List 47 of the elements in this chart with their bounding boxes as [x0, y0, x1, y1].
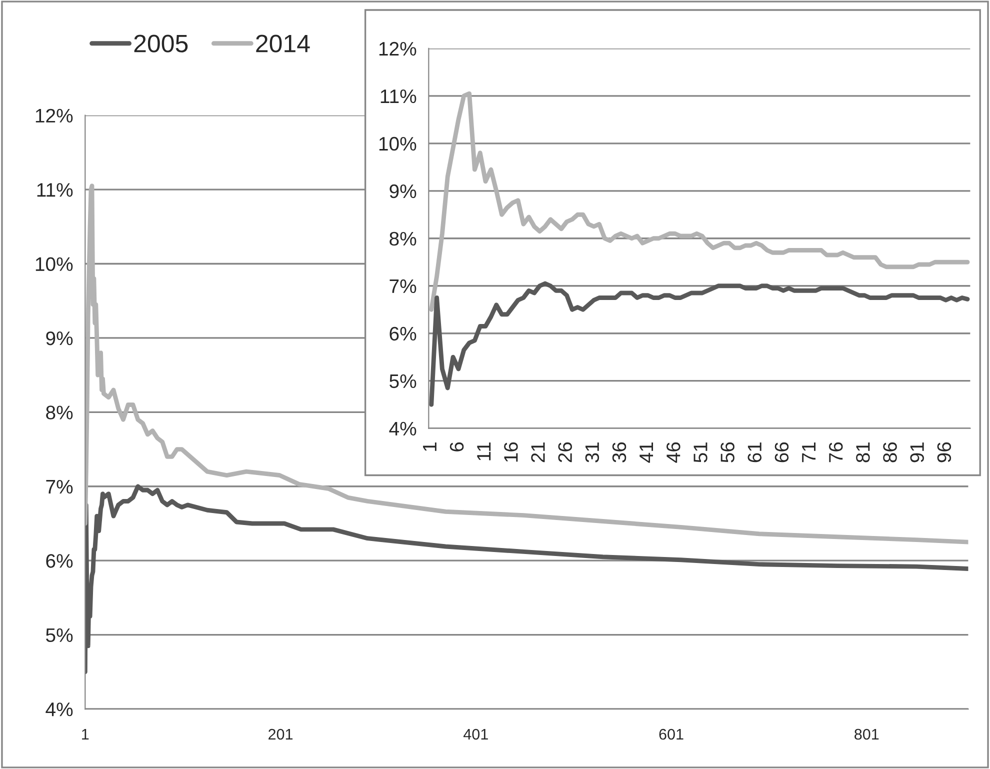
x-tick-label: 1 — [82, 729, 89, 740]
x-tick-label: 21 — [531, 442, 545, 462]
x-tick-label: 16 — [504, 442, 518, 462]
x-tick-label: 81 — [856, 442, 870, 462]
y-tick-label: 12% — [36, 108, 73, 123]
x-tick-label: 66 — [774, 442, 789, 462]
y-tick-label: 11% — [37, 183, 73, 197]
y-tick-label: 5% — [390, 374, 416, 388]
x-tick-label: 51 — [694, 442, 708, 462]
y-tick-label: 6% — [46, 554, 73, 568]
x-tick-label: 76 — [828, 442, 843, 462]
x-tick-label: 61 — [748, 442, 762, 462]
y-tick-label: 4% — [389, 422, 416, 436]
x-tick-label: 36 — [612, 442, 626, 462]
x-tick-label: 31 — [585, 442, 600, 462]
x-tick-label: 6 — [450, 442, 464, 452]
y-tick-label: 7% — [390, 279, 416, 294]
x-tick-label: 46 — [666, 442, 680, 463]
x-tick-label: 11 — [477, 442, 491, 460]
x-tick-label: 401 — [463, 728, 488, 740]
y-tick-label: 9% — [390, 184, 416, 198]
y-tick-label: 10% — [36, 257, 73, 272]
y-tick-label: 7% — [46, 480, 73, 494]
line-series — [85, 484, 968, 674]
legend-label: 2005 — [134, 34, 188, 52]
x-tick-label: 71 — [802, 442, 816, 462]
y-tick-label: 5% — [46, 628, 73, 642]
x-tick-label: 91 — [910, 442, 924, 462]
x-tick-label: 41 — [640, 442, 654, 463]
y-tick-label: 8% — [390, 232, 416, 246]
x-tick-label: 1 — [423, 442, 436, 451]
y-tick-label: 9% — [46, 331, 73, 346]
x-tick-label: 601 — [659, 728, 684, 740]
line-series — [429, 281, 970, 407]
x-tick-label: 26 — [558, 442, 572, 462]
y-tick-label: 12% — [379, 42, 416, 56]
x-tick-label: 56 — [720, 442, 734, 462]
legend-label: 2014 — [256, 34, 310, 52]
x-tick-label: 801 — [854, 728, 879, 740]
y-tick-label: 4% — [46, 702, 73, 716]
y-tick-label: 10% — [379, 136, 416, 151]
y-tick-label: 6% — [390, 326, 416, 341]
y-tick-label: 11% — [380, 89, 416, 104]
x-tick-label: 96 — [937, 442, 952, 462]
x-tick-label: 86 — [883, 442, 897, 462]
x-tick-label: 201 — [268, 728, 293, 740]
y-tick-label: 8% — [46, 406, 73, 420]
